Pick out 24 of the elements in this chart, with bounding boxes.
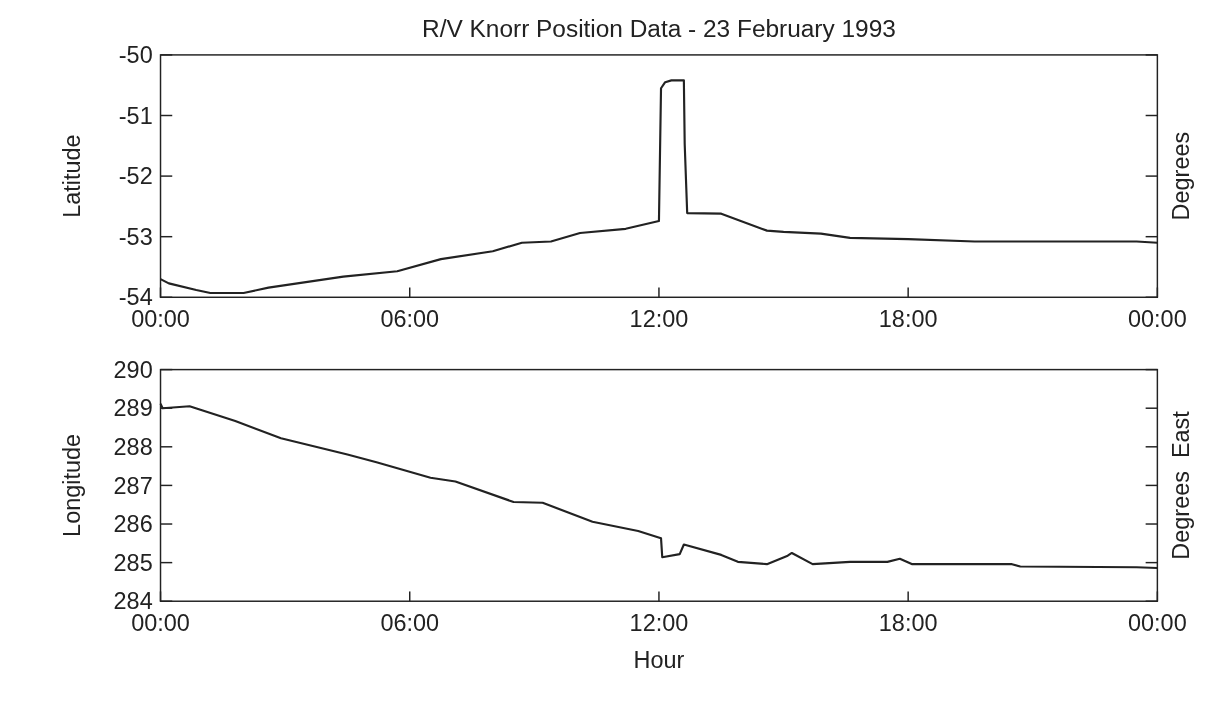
y-tick-label: 288 [113,434,153,461]
x-tick-label: 00:00 [1128,609,1187,636]
y-tick-label: -53 [118,223,153,250]
x-tick-label: 06:00 [380,305,440,332]
y-axis-title: Latitude [59,134,86,218]
y-tick-label: -52 [118,163,153,190]
y-tick-label: -50 [118,42,153,69]
x-tick-label: 18:00 [878,609,938,636]
y2-axis-title: Degrees [1167,131,1194,221]
x-tick-label: 00:00 [1128,305,1187,332]
x-tick-label: 06:00 [380,609,440,636]
x-tick-label: 12:00 [629,305,689,332]
y-tick-label: 290 [113,356,153,383]
x-axis-title: Hour [633,646,685,673]
y-tick-label: 285 [113,549,153,576]
y-tick-label: -51 [118,102,153,129]
x-tick-label: 12:00 [629,609,689,636]
y-tick-label: 287 [113,472,153,499]
y-axis-title: Longitude [59,433,86,537]
chart-title: R/V Knorr Position Data - 23 February 1993 [422,15,896,43]
y-tick-label: 289 [113,395,153,422]
x-tick-label: 18:00 [878,305,938,332]
y2-axis-title: Degrees East [1167,410,1194,560]
y-tick-label: 286 [113,511,153,538]
